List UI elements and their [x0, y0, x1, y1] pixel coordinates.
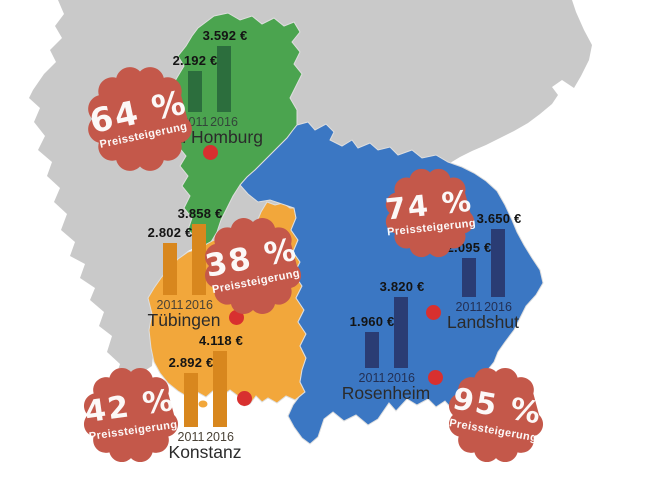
- price-label-2016: 4.118 €: [198, 333, 244, 348]
- bar-2016: [217, 46, 231, 112]
- year-label-2011: 2011: [358, 371, 386, 385]
- city-marker-tuebingen: [229, 310, 244, 325]
- seal-icon: [88, 67, 192, 171]
- bodensee-island: [198, 400, 208, 408]
- city-label: Tübingen: [147, 310, 221, 330]
- badge-konstanz: 42 % Preissteigerung: [82, 366, 180, 464]
- price-label-2016: 3.650 €: [476, 211, 522, 226]
- city-marker-landshut: [426, 305, 441, 320]
- bar-2011: [365, 332, 379, 368]
- bar-2016: [192, 224, 206, 295]
- badge-rosenheim: 95 % Preissteigerung: [447, 366, 545, 464]
- badge-content: 38 % Preissteigerung: [194, 207, 311, 324]
- city-label: Landshut: [446, 312, 519, 332]
- year-label-2016: 2016: [484, 300, 512, 314]
- price-label-2011: 1.960 €: [349, 314, 395, 329]
- year-label-2016: 2016: [185, 298, 213, 312]
- bar-2016: [213, 351, 227, 427]
- badge-content: 64 % Preissteigerung: [76, 55, 204, 183]
- badge-bad-homburg: 64 % Preissteigerung: [86, 65, 194, 173]
- price-label-2016: 3.858 €: [177, 206, 223, 221]
- seal-icon: [448, 367, 544, 463]
- price-label-2011: 2.192 €: [172, 53, 218, 68]
- badge-content: 42 % Preissteigerung: [76, 360, 187, 471]
- city-marker-rosenheim: [428, 370, 443, 385]
- city-marker-bad-homburg: [203, 145, 218, 160]
- city-marker-konstanz: [237, 391, 252, 406]
- city-label: Rosenheim: [341, 383, 431, 403]
- year-label-2016: 2016: [387, 371, 415, 385]
- badge-content: 74 % Preissteigerung: [379, 162, 480, 263]
- year-label-2011: 2011: [177, 430, 205, 444]
- price-label-2016: 3.820 €: [379, 279, 425, 294]
- city-label: Konstanz: [168, 442, 242, 462]
- badge-content: 95 % Preissteigerung: [439, 358, 553, 472]
- year-label-2011: 2011: [455, 300, 483, 314]
- badge-tuebingen: 38 % Preissteigerung: [202, 216, 303, 316]
- year-label-2011: 2011: [156, 298, 184, 312]
- bar-2011: [184, 373, 198, 427]
- price-label-2011: 2.892 €: [168, 355, 214, 370]
- seal-icon: [205, 218, 301, 314]
- seal-icon: [83, 367, 179, 463]
- bar-2011: [188, 71, 202, 112]
- bar-2011: [163, 243, 177, 295]
- seal-icon: [385, 168, 475, 258]
- year-label-2016: 2016: [206, 430, 234, 444]
- bar-2011: [462, 258, 476, 297]
- price-label-2016: 3.592 €: [202, 28, 248, 43]
- price-label-2011: 2.802 €: [147, 225, 193, 240]
- bar-2016: [394, 297, 408, 368]
- bar-2016: [491, 229, 505, 297]
- badge-landshut: 74 % Preissteigerung: [384, 167, 477, 259]
- year-label-2016: 2016: [210, 115, 238, 129]
